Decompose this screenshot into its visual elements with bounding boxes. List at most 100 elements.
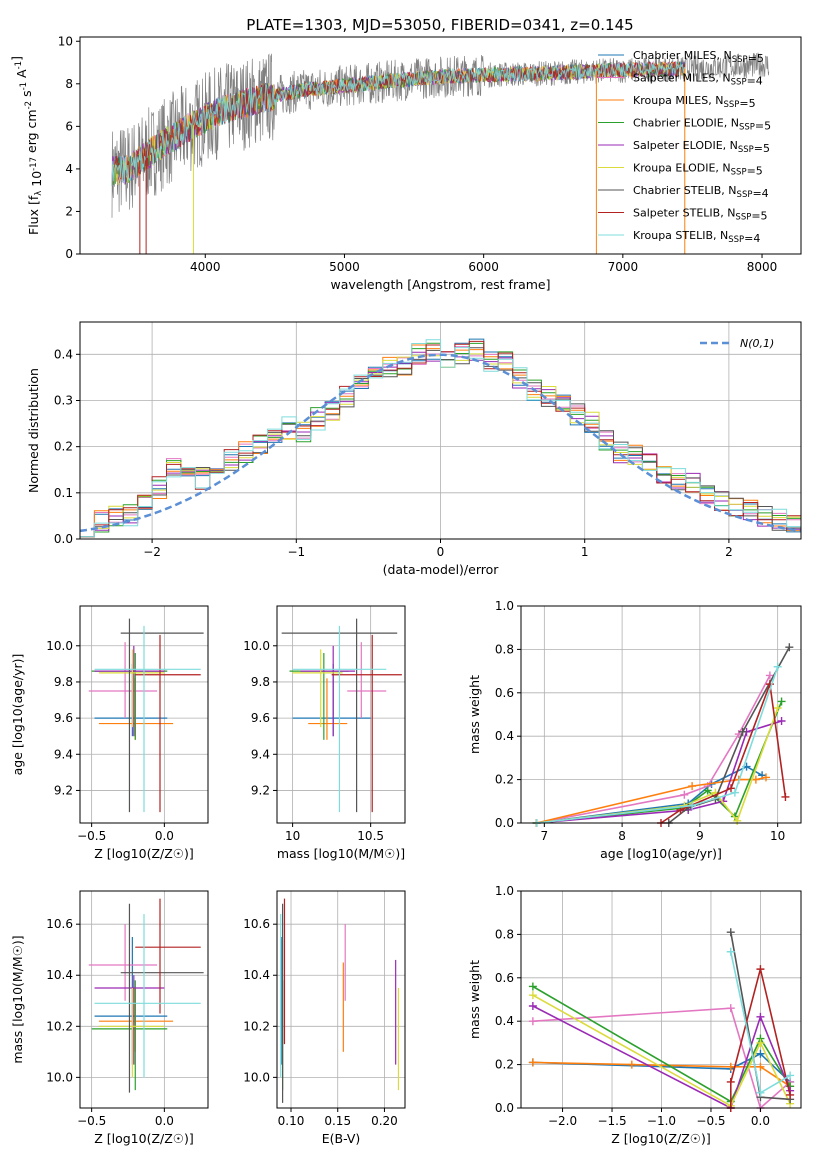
y-tick-label: 0.8 (495, 927, 514, 941)
series-line-salpeter-elodie (532, 1005, 791, 1110)
model-spectrum-salpeter-elodie (111, 61, 686, 186)
y-tick-label: 0.6 (495, 686, 514, 700)
plot-area (88, 898, 204, 1093)
series-point-chabrier-stelib (726, 928, 735, 937)
panel-age_vs_mass_weight: 7 8 9 10 0.0 0.2 0.4 0.6 0.8 1.0 age [log10(age/yr… (467, 599, 802, 861)
y-tick-label: 10.6 (243, 917, 270, 931)
y-tick-label: 0.0 (495, 1101, 514, 1115)
ticks: 10 10.5 9.2 9.4 9.6 9.8 10.0 (243, 639, 384, 843)
x-tick-label: 0.0 (751, 1114, 770, 1128)
ticks: −2 −1 0 1 2 0.0 0.1 0.2 0.3 0.4 (54, 347, 733, 559)
x-tick-label: 1 (581, 545, 589, 559)
figure-title: PLATE=1303, MJD=53050, FIBERID=0341, z=0… (246, 16, 633, 34)
legend-entry-kroupa-miles: Kroupa MILES, NSSP=5 (633, 94, 756, 110)
plot-area (79, 338, 802, 538)
series-point-kroupa-miles (756, 1062, 765, 1071)
x-tick-label: −0.5 (77, 829, 106, 843)
y-tick-label: 6 (65, 119, 73, 133)
plot-area (111, 52, 770, 254)
series-point-kroupa-stelib (773, 662, 782, 671)
x-tick-label: −2 (143, 545, 161, 559)
y-tick-label: 0.3 (54, 393, 73, 407)
axes-frame (79, 605, 209, 824)
y-tick-label: 10.0 (46, 639, 73, 653)
y-axis-label: Flux [fλ 10-17 erg cm-2 s-1 A-1] (9, 56, 44, 235)
series-point-salpeter-miles (765, 671, 774, 680)
series-point-chabrier-elodie (777, 697, 786, 706)
x-axis-label: Z [log10(Z/Z☉)] (94, 846, 194, 861)
series-point-kroupa-miles (528, 1058, 537, 1067)
series-point-kroupa-stelib (756, 1088, 765, 1097)
panel-spectrum: 4000 5000 6000 7000 8000 0 2 4 6 8 10 wavelength [A… (9, 34, 802, 292)
y-tick-label: 0.8 (495, 642, 514, 656)
y-tick-label: 9.6 (251, 711, 270, 725)
spectrum-legend: Chabrier MILES, NSSP=5 Salpeter MILES, NS… (598, 49, 771, 245)
legend-entry-chabrier-stelib: Chabrier STELIB, NSSP=4 (633, 184, 769, 200)
y-tick-label: 4 (65, 162, 73, 176)
y-tick-label: 0 (65, 247, 73, 261)
series-point-salpeter-stelib (756, 965, 765, 974)
legend-entry-salpeter-stelib: Salpeter STELIB, NSSP=5 (633, 207, 768, 223)
x-axis-label: (data-model)/error (383, 562, 500, 577)
x-tick-label: 0.15 (324, 1114, 351, 1128)
x-axis-label: Z [log10(Z/Z☉)] (94, 1131, 194, 1146)
y-tick-label: 9.6 (54, 711, 73, 725)
y-tick-label: 0.4 (54, 347, 73, 361)
x-axis-label: Z [log10(Z/Z☉)] (611, 1131, 711, 1146)
series-point-chabrier-stelib (738, 727, 747, 736)
series-point-kroupa-stelib (730, 788, 739, 797)
y-axis-label: mass weight (467, 675, 482, 754)
axes-frame (79, 36, 802, 255)
legend-entry-chabrier-elodie: Chabrier ELODIE, NSSP=5 (633, 117, 771, 133)
series-point-kroupa-miles (762, 773, 770, 782)
series-point-salpeter-elodie (528, 1002, 537, 1011)
y-axis-label: mass weight (467, 960, 482, 1039)
model-spectrum-kroupa-stelib (111, 61, 686, 186)
y-tick-label: 0.1 (54, 486, 73, 500)
x-tick-label: 0.20 (371, 1114, 398, 1128)
x-axis-label: wavelength [Angstrom, rest frame] (330, 277, 550, 292)
series-point-salpeter-elodie (777, 717, 786, 726)
panel-EBV_vs_mass: 0.10 0.15 0.20 10.0 10.2 10.4 10.6 E(B-V) (243, 890, 406, 1146)
y-tick-label: 9.2 (54, 783, 73, 797)
series-point-chabrier-elodie (528, 982, 537, 991)
legend-entry-kroupa-elodie: Kroupa ELODIE, NSSP=5 (633, 162, 763, 178)
y-tick-label: 0.4 (495, 729, 514, 743)
axes-frame (79, 321, 802, 540)
x-tick-label: −1.5 (597, 1114, 626, 1128)
legend-entry-salpeter-miles: Salpeter MILES, NSSP=4 (633, 72, 763, 88)
ticks: −0.5 0.0 9.2 9.4 9.6 9.8 10.0 (46, 639, 174, 843)
x-tick-label: 0 (437, 545, 445, 559)
x-tick-label: 6000 (468, 260, 499, 274)
y-tick-label: 0.2 (54, 440, 73, 454)
y-tick-label: 9.4 (251, 747, 270, 761)
y-tick-label: 9.8 (251, 675, 270, 689)
series-point-salpeter-stelib (726, 1077, 735, 1086)
series-point-kroupa-miles (627, 1060, 636, 1069)
y-tick-label: 10.0 (46, 1070, 73, 1084)
x-tick-label: 4000 (190, 260, 221, 274)
series-point-salpeter-miles (680, 790, 689, 799)
panel-mass_vs_age: 10 10.5 9.2 9.4 9.6 9.8 10.0 mass [log10(M/M☉)] (243, 605, 406, 861)
axes-frame (276, 605, 406, 824)
x-tick-label: 0.0 (155, 1114, 174, 1128)
series-line-salpeter-miles (532, 1007, 791, 1110)
y-tick-label: 1.0 (495, 599, 514, 613)
series-point-kroupa-elodie (756, 1038, 765, 1047)
series-line-chabrier-elodie (532, 985, 791, 1103)
y-tick-label: 10.6 (46, 917, 73, 931)
y-axis-label: Normed distribution (26, 368, 41, 493)
histogram-kroupa-stelib (80, 339, 801, 538)
series-line-kroupa-elodie (532, 994, 791, 1107)
y-tick-label: 0.0 (54, 532, 73, 546)
plot-area (280, 898, 400, 1103)
x-tick-label: 8000 (747, 260, 778, 274)
series-line-chabrier-stelib (668, 646, 791, 824)
series-point-salpeter-stelib (727, 784, 735, 793)
x-tick-label: 8 (618, 829, 626, 843)
series-point-kroupa-stelib (786, 1071, 795, 1080)
series-point-salpeter-elodie (756, 1012, 765, 1021)
series-point-kroupa-miles (688, 782, 697, 791)
plot-area (532, 643, 794, 827)
series-point-kroupa-stelib (688, 801, 697, 810)
